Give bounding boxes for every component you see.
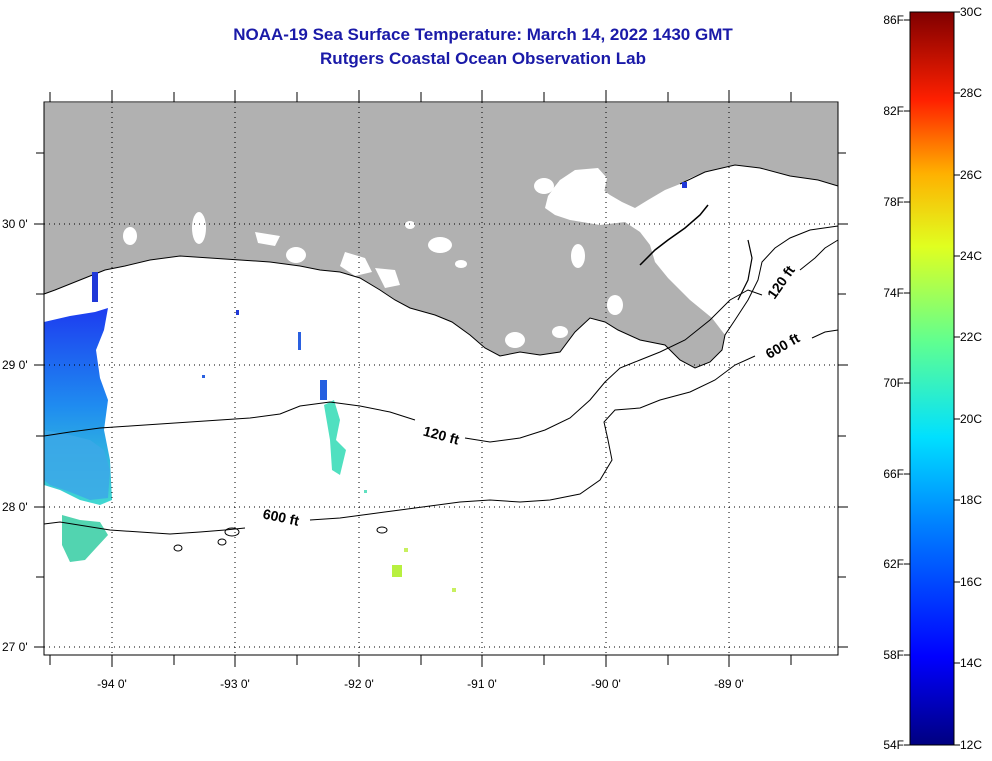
cb-label-74f: 74F	[883, 286, 904, 300]
cb-label-78f: 78F	[883, 195, 904, 209]
cb-label-18c: 18C	[960, 493, 982, 507]
axis-ticks	[34, 90, 848, 667]
map-frame	[43, 101, 839, 656]
cb-label-66f: 66F	[883, 467, 904, 481]
cb-label-22c: 22C	[960, 330, 982, 344]
inland-water	[123, 168, 838, 348]
cb-label-62f: 62F	[883, 557, 904, 571]
colorbar	[909, 11, 955, 746]
sst-data	[44, 182, 687, 592]
colorbar-fahrenheit-labels: 86F 82F 78F 74F 70F 66F 62F 58F 54F	[883, 13, 904, 752]
cb-label-86f: 86F	[883, 13, 904, 27]
lat-label-30: 30 0'	[2, 217, 28, 231]
cb-label-30c: 30C	[960, 5, 982, 19]
cb-label-16c: 16C	[960, 575, 982, 589]
lat-label-28: 28 0'	[2, 500, 28, 514]
cb-label-54f: 54F	[883, 738, 904, 752]
map-subtitle: Rutgers Coastal Ocean Observation Lab	[320, 49, 646, 68]
graticule	[44, 102, 838, 655]
contour-label-600-ft-south: 600 ft	[261, 505, 300, 528]
cb-label-12c: 12C	[960, 738, 982, 752]
bathymetry-contours	[43, 239, 839, 552]
lon-label-93: -93 0'	[220, 677, 250, 691]
land-mass	[44, 103, 838, 368]
lat-label-27: 27 0'	[2, 640, 28, 654]
colorbar-celsius-labels: 30C 28C 26C 24C 22C 20C 18C 16C 14C 12C	[960, 5, 982, 752]
cb-label-14c: 14C	[960, 656, 982, 670]
lon-label-89: -89 0'	[714, 677, 744, 691]
lon-label-92: -92 0'	[344, 677, 374, 691]
cb-label-26c: 26C	[960, 168, 982, 182]
cb-label-82f: 82F	[883, 104, 904, 118]
cb-label-20c: 20C	[960, 412, 982, 426]
lon-label-90: -90 0'	[591, 677, 621, 691]
cb-label-58f: 58F	[883, 648, 904, 662]
cb-label-70f: 70F	[883, 376, 904, 390]
colorbar-ticks	[904, 11, 960, 746]
lon-label-91: -91 0'	[467, 677, 497, 691]
lat-label-29: 29 0'	[2, 358, 28, 372]
cb-label-24c: 24C	[960, 249, 982, 263]
lon-label-94: -94 0'	[97, 677, 127, 691]
map-title: NOAA-19 Sea Surface Temperature: March 1…	[233, 25, 733, 44]
cb-label-28c: 28C	[960, 86, 982, 100]
